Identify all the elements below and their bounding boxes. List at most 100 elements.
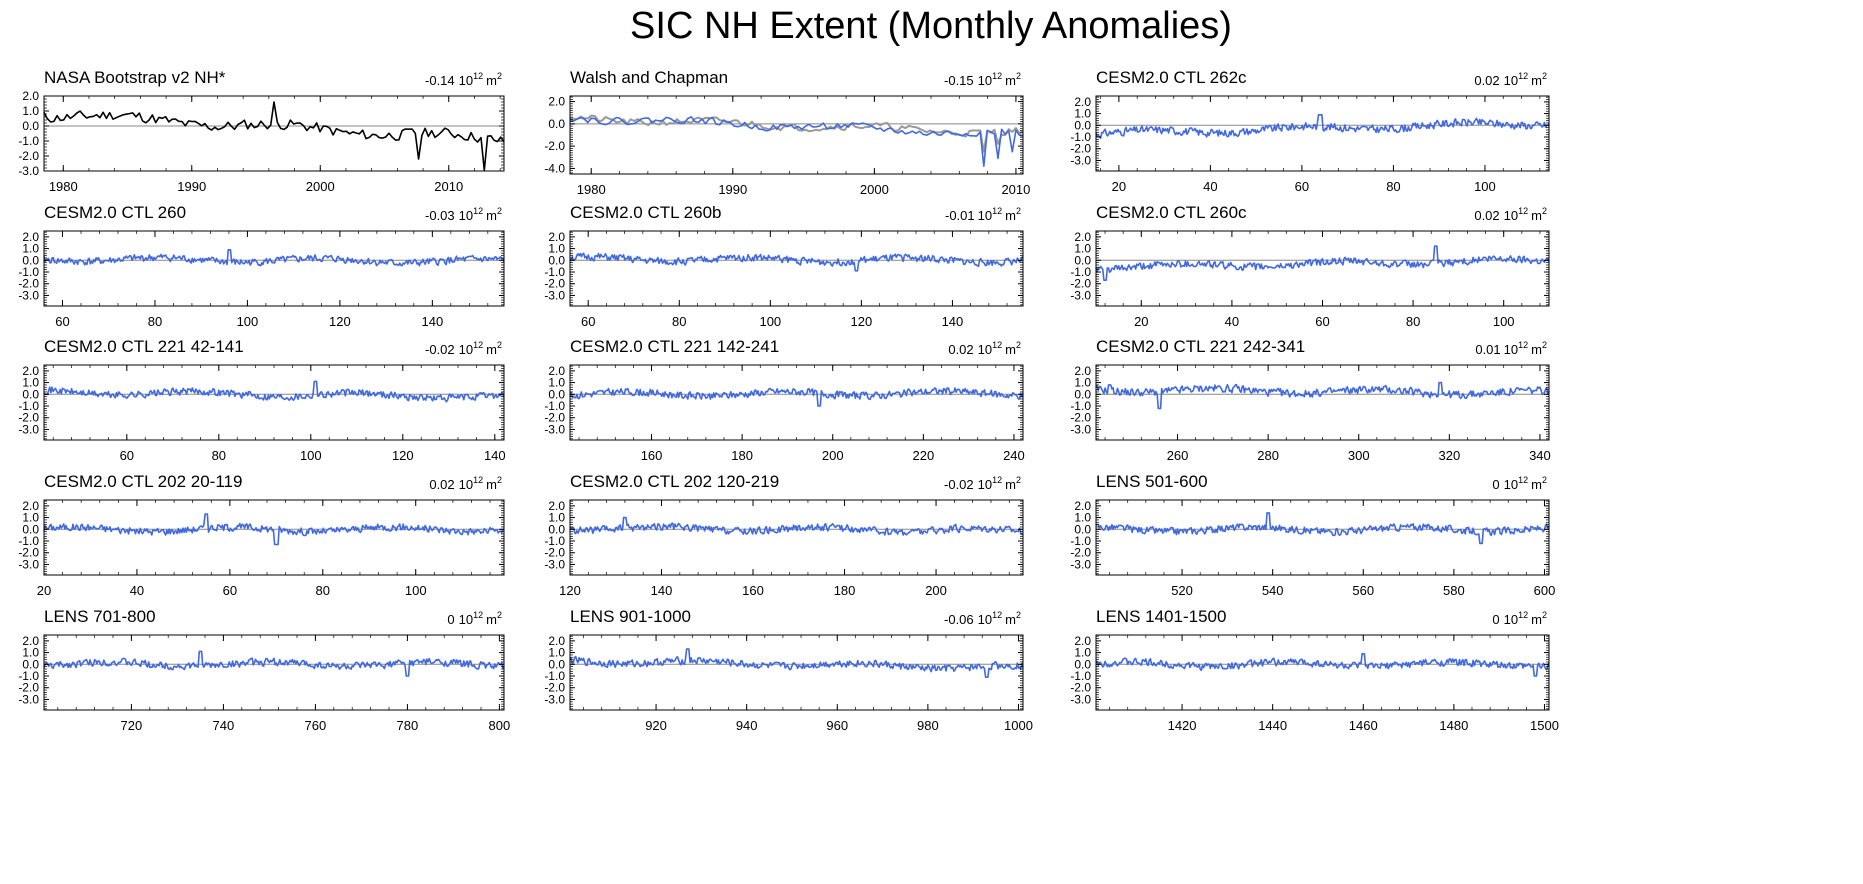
- y-tick-label: -3.0: [544, 288, 565, 302]
- x-tick-label: 40: [1203, 179, 1217, 194]
- y-tick-label: -3.0: [544, 557, 565, 571]
- trend-units-base: 10: [978, 73, 992, 88]
- trend-value: 0.02: [429, 477, 454, 492]
- y-tick-label: -3.0: [1070, 288, 1091, 302]
- x-tick-label: 2000: [860, 182, 889, 197]
- x-tick-label: 1440: [1258, 718, 1287, 733]
- trend-annotation: 0 1012 m2: [1492, 475, 1547, 492]
- y-tick-label: 0.0: [22, 387, 39, 401]
- y-tick-label: 1.0: [22, 376, 39, 390]
- y-tick-label: 0.0: [548, 387, 565, 401]
- x-tick-label: 120: [559, 583, 581, 598]
- panel-title: Walsh and Chapman: [570, 68, 728, 87]
- trend-units-unit: m: [1531, 73, 1542, 88]
- trend-annotation: 0.02 1012 m2: [1474, 71, 1547, 88]
- plot-frame: [43, 230, 505, 307]
- plot-frame: [43, 634, 505, 711]
- trend-units-unit-exp: 2: [497, 340, 502, 350]
- x-tick-label: 2000: [306, 179, 335, 194]
- trend-value: 0.02: [1474, 208, 1499, 223]
- x-tick-label: 60: [55, 314, 69, 329]
- x-tick-label: 160: [742, 583, 764, 598]
- series-line-1: [569, 387, 1024, 407]
- trend-value: -0.15: [944, 73, 974, 88]
- panel-4: CESM2.0 CTL 260 -0.03 1012 m22.01.00.0-1.0-…: [18, 203, 505, 329]
- x-tick-label: 20: [1112, 179, 1126, 194]
- trend-value: 0: [1492, 477, 1499, 492]
- y-tick-label: -3.0: [18, 422, 39, 436]
- x-tick-label: 1460: [1349, 718, 1378, 733]
- trend-units-exp: 12: [992, 610, 1002, 620]
- y-tick-label: 2.0: [548, 364, 565, 378]
- trend-annotation: -0.15 1012 m2: [944, 71, 1021, 88]
- y-tick-label: 2.0: [548, 499, 565, 513]
- trend-value: 0.02: [948, 342, 973, 357]
- y-tick-label: -3.0: [1070, 153, 1091, 167]
- y-tick-label: 2.0: [548, 634, 565, 648]
- panel-11: CESM2.0 CTL 202 120-219 -0.02 1012 m2 2.01.0…: [544, 472, 1024, 598]
- trend-value: -0.02: [944, 477, 974, 492]
- y-tick-label: -2.0: [1070, 681, 1091, 695]
- y-tick-label: -2.0: [1070, 142, 1091, 156]
- x-tick-label: 20: [37, 583, 51, 598]
- panel-title: CESM2.0 CTL 221 142-241: [570, 337, 779, 356]
- plot-frame: [43, 95, 505, 172]
- x-tick-label: 340: [1529, 448, 1551, 463]
- series-line-1: [43, 249, 505, 267]
- y-tick-label: -1.0: [1070, 399, 1091, 413]
- x-tick-label: 80: [672, 314, 686, 329]
- trend-value: 0.02: [1474, 73, 1499, 88]
- panel-2: Walsh and Chapman -0.15 1012 m2 2.0 0.0 -2.0 -4…: [544, 68, 1030, 197]
- trend-units-base: 10: [978, 612, 992, 627]
- trend-units-exp: 12: [473, 475, 483, 485]
- plot-frame: [1095, 634, 1550, 711]
- trend-units-unit-exp: 2: [497, 475, 502, 485]
- plot-frame: [1095, 230, 1550, 307]
- panel-title: LENS 901-1000: [570, 607, 691, 626]
- y-tick-label: -1.0: [1070, 130, 1091, 144]
- x-tick-label: 60: [223, 583, 237, 598]
- x-tick-label: 80: [212, 448, 226, 463]
- y-tick-label: -3.0: [18, 288, 39, 302]
- trend-units-unit: m: [1005, 73, 1016, 88]
- y-tick-label: 1.0: [22, 104, 39, 118]
- panel-title: CESM2.0 CTL 262c: [1096, 68, 1247, 87]
- y-tick-label: -3.0: [18, 692, 39, 706]
- y-tick-label: -2.0: [1070, 546, 1091, 560]
- y-tick-label: 0.0: [1074, 387, 1091, 401]
- y-tick-label: -1.0: [18, 134, 39, 148]
- trend-annotation: 0.02 1012 m2: [948, 340, 1021, 357]
- trend-units-base: 10: [978, 342, 992, 357]
- trend-annotation: -0.02 1012 m2: [944, 475, 1021, 492]
- series-line-1: [1095, 512, 1550, 545]
- trend-units-exp: 12: [992, 71, 1002, 81]
- trend-units-unit-exp: 2: [1542, 71, 1547, 81]
- trend-units-unit-exp: 2: [1542, 340, 1547, 350]
- trend-units-unit: m: [1531, 477, 1542, 492]
- x-tick-label: 100: [759, 314, 781, 329]
- trend-annotation: 0 1012 m2: [1492, 610, 1547, 627]
- panel-5: CESM2.0 CTL 260b -0.01 1012 m2 2.01.00.0-1.0…: [544, 203, 1024, 329]
- trend-units-unit: m: [1531, 208, 1542, 223]
- y-tick-label: 2.0: [22, 364, 39, 378]
- trend-units-unit-exp: 2: [1016, 610, 1021, 620]
- y-tick-label: 2.0: [1074, 230, 1091, 244]
- y-tick-label: 2.0: [1074, 364, 1091, 378]
- series-line-1: [1095, 381, 1550, 410]
- x-tick-label: 280: [1257, 448, 1279, 463]
- panel-title: LENS 701-800: [44, 607, 156, 626]
- trend-units-unit: m: [486, 208, 497, 223]
- y-tick-label: -1.0: [544, 534, 565, 548]
- x-tick-label: 180: [731, 448, 753, 463]
- y-tick-label: 0.0: [22, 522, 39, 536]
- panel-title: LENS 501-600: [1096, 472, 1208, 491]
- y-tick-label: 1.0: [1074, 242, 1091, 256]
- x-tick-label: 720: [121, 718, 143, 733]
- trend-units-exp: 12: [992, 206, 1002, 216]
- series-line-1: [1095, 114, 1550, 139]
- y-tick-label: -1.0: [18, 669, 39, 683]
- x-tick-label: 80: [1406, 314, 1420, 329]
- panel-1: NASA Bootstrap v2 NH* -0.14 1012 m2 2.01.00.…: [18, 68, 505, 194]
- y-tick-label: -2.0: [1070, 411, 1091, 425]
